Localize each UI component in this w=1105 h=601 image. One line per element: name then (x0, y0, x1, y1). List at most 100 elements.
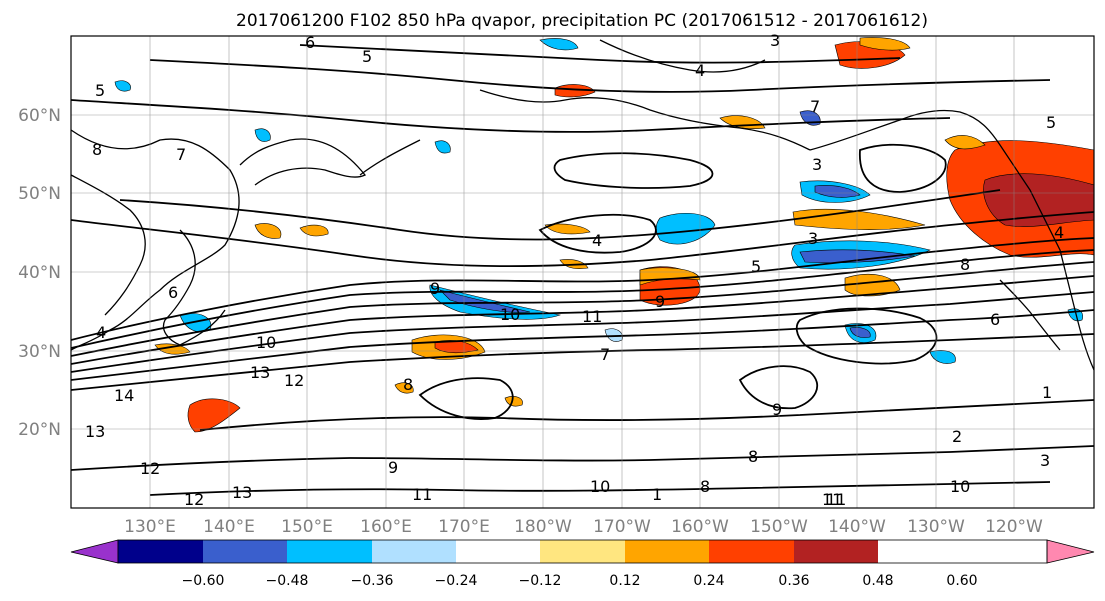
colorbar-segment (456, 540, 540, 563)
lon-label: 180°W (514, 517, 572, 537)
contour-label: 9 (655, 292, 665, 311)
contour-label: 10 (950, 477, 970, 496)
colorbar-extend-low (70, 539, 119, 564)
contour-label: 7 (810, 97, 820, 116)
contour-label: 3 (808, 229, 818, 248)
contour-label: 7 (176, 145, 186, 164)
lat-label: 20°N (18, 420, 61, 440)
contour-label: 6 (168, 283, 178, 302)
colorbar-segment (118, 540, 203, 563)
contour-label: 2 (952, 427, 962, 446)
precip-shading (114, 37, 1094, 433)
contour-label: 7 (600, 345, 610, 364)
colorbar-tick: −0.48 (266, 573, 309, 589)
qvapor-contours (71, 44, 1094, 496)
precip-positive-nw-america-edge (944, 135, 986, 150)
contour-label: 12 (184, 490, 204, 509)
lon-label: 160°E (360, 517, 412, 537)
lat-label: 50°N (18, 184, 61, 204)
lon-label: 170°W (593, 517, 651, 537)
contour-label: 4 (592, 231, 602, 250)
contour-label: 5 (751, 257, 761, 276)
contour-label: 8 (403, 375, 413, 394)
longitude-labels: 130°E 140°E 150°E 160°E 170°E 180°W 170°… (124, 517, 1043, 537)
colorbar-segment (372, 540, 456, 563)
contour-label: 3 (812, 155, 822, 174)
lon-label: 140°E (203, 517, 255, 537)
colorbar-segment (287, 540, 372, 563)
contour-label: 3 (1040, 451, 1050, 470)
lon-label: 150°E (281, 517, 333, 537)
contour-label: 14 (114, 386, 134, 405)
coastlines (71, 39, 1094, 371)
contour-label: 8 (960, 255, 970, 274)
lon-label: 130°E (124, 517, 176, 537)
colorbar-tick: 0.24 (693, 573, 724, 589)
map-frame (70, 35, 1095, 509)
lon-label: 120°W (985, 517, 1043, 537)
contour-label: 12 (284, 371, 304, 390)
colorbar-tick: 0.60 (946, 573, 977, 589)
precip-positive-nw-america-core (983, 173, 1094, 227)
contour-label: 11 (582, 307, 602, 326)
colorbar-tick: −0.60 (182, 573, 225, 589)
contour-label: 13 (250, 363, 270, 382)
contour-labels: 3 5 7 4 6 5 8 7 9 10 11 12 13 14 13 12 1… (85, 31, 1064, 509)
contour-label: 9 (430, 279, 440, 298)
colorbar: −0.60 −0.48 −0.36 −0.24 −0.12 0.12 0.24 … (70, 539, 1095, 589)
colorbar-ticks: −0.60 −0.48 −0.36 −0.24 −0.12 0.12 0.24 … (182, 573, 978, 589)
contour-label: 6 (305, 33, 315, 52)
map-panel: 3 5 7 4 6 5 8 7 9 10 11 12 13 14 13 12 1… (18, 31, 1095, 537)
colorbar-segment (709, 540, 794, 563)
contour-label: 9 (388, 458, 398, 477)
colorbar-extend-high (1046, 539, 1095, 564)
contour-label: 11 (822, 490, 842, 509)
contour-label: 5 (362, 47, 372, 66)
contour-label: 1 (652, 485, 662, 504)
contour-label: 10 (256, 333, 276, 352)
colorbar-tick: −0.24 (435, 573, 478, 589)
contour-label: 10 (590, 477, 610, 496)
figure-title: 2017061200 F102 850 hPa qvapor, precipit… (236, 11, 928, 31)
contour-label: 5 (95, 81, 105, 100)
colorbar-segment (540, 540, 625, 563)
contour-label: 8 (748, 447, 758, 466)
lon-label: 130°W (907, 517, 965, 537)
lon-label: 140°W (828, 517, 886, 537)
colorbar-frame (117, 539, 1048, 564)
contour-label: 4 (695, 61, 705, 80)
colorbar-tick: −0.12 (519, 573, 562, 589)
graticule (71, 36, 1094, 508)
contour-label: 11 (826, 490, 846, 509)
colorbar-segment (625, 540, 709, 563)
contour-label: 9 (772, 400, 782, 419)
latitude-labels: 60°N 50°N 40°N 30°N 20°N (18, 106, 61, 440)
lon-label: 170°E (438, 517, 490, 537)
colorbar-tick: −0.36 (351, 573, 394, 589)
lon-label: 160°W (671, 517, 729, 537)
lon-label: 150°W (750, 517, 808, 537)
colorbar-segment (794, 540, 878, 563)
colorbar-segments (118, 540, 878, 563)
contour-label: 8 (700, 477, 710, 496)
colorbar-tick: 0.36 (778, 573, 809, 589)
contour-label: 13 (85, 422, 105, 441)
contour-label: 13 (232, 483, 252, 502)
contour-label: 10 (500, 305, 520, 324)
colorbar-tick: 0.48 (862, 573, 893, 589)
lat-label: 30°N (18, 342, 61, 362)
contour-label: 12 (140, 459, 160, 478)
colorbar-tick: 0.12 (609, 573, 640, 589)
contour-label: 8 (92, 140, 102, 159)
contour-label: 1 (1042, 383, 1052, 402)
contour-label: 11 (412, 485, 432, 504)
contour-label: 4 (96, 323, 106, 342)
contour-label: 3 (770, 31, 780, 50)
lat-label: 40°N (18, 263, 61, 283)
contour-label: 6 (990, 310, 1000, 329)
contour-label: 5 (1046, 113, 1056, 132)
lat-label: 60°N (18, 106, 61, 126)
contour-label: 4 (1054, 223, 1064, 242)
colorbar-segment (203, 540, 287, 563)
